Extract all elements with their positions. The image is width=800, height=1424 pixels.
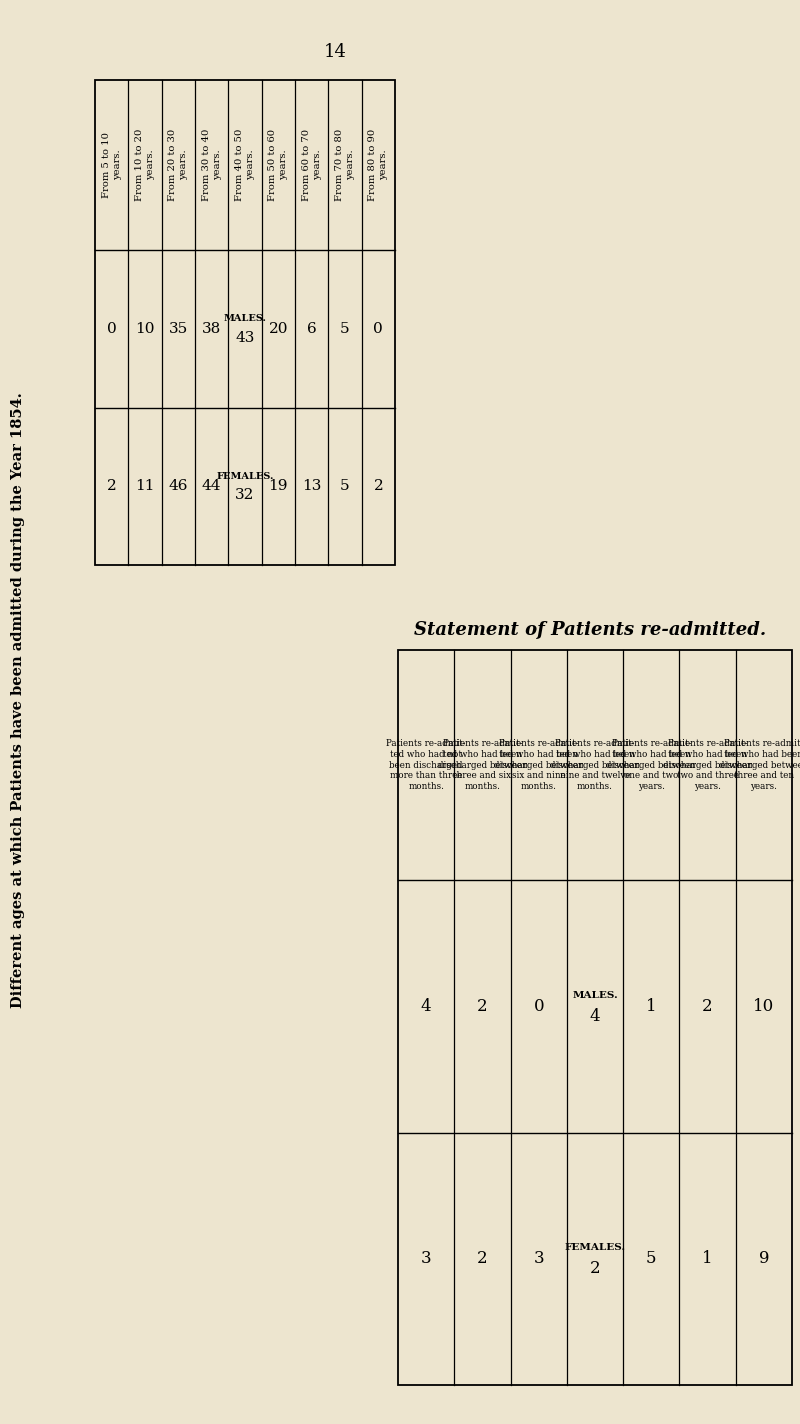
Text: 13: 13 (302, 480, 322, 493)
Text: 10: 10 (135, 322, 154, 336)
Text: 46: 46 (169, 480, 188, 493)
Text: Patients re-admit-
ted who had been
discharged between
three and six
months.: Patients re-admit- ted who had been disc… (438, 739, 527, 790)
Text: 5: 5 (340, 480, 350, 493)
Text: FEMALES.: FEMALES. (565, 1243, 626, 1252)
Text: 3: 3 (421, 1250, 431, 1267)
Text: 38: 38 (202, 322, 222, 336)
Text: Different ages at which Patients have been admitted during the Year 1854.: Different ages at which Patients have be… (11, 392, 25, 1008)
Text: 0: 0 (374, 322, 383, 336)
Text: 4: 4 (590, 1008, 600, 1025)
Text: 0: 0 (534, 998, 544, 1015)
Text: 32: 32 (235, 488, 254, 503)
Text: 2: 2 (477, 1250, 488, 1267)
Text: 0: 0 (106, 322, 117, 336)
Text: Patients re-admit-
ted who had not
been discharged
more than three
months.: Patients re-admit- ted who had not been … (386, 739, 466, 790)
Text: Patients re-admit-
ted who had been
discharged between
three and ten
years.: Patients re-admit- ted who had been disc… (719, 739, 800, 790)
Text: MALES.: MALES. (572, 991, 618, 1000)
Text: From 60 to 70
years.: From 60 to 70 years. (302, 130, 322, 201)
Text: FEMALES.: FEMALES. (216, 471, 274, 481)
Text: From 5 to 10
years.: From 5 to 10 years. (102, 132, 122, 198)
Bar (398, 649, 792, 1386)
Text: From 50 to 60
years.: From 50 to 60 years. (268, 130, 288, 201)
Text: 10: 10 (754, 998, 774, 1015)
Text: From 30 to 40
years.: From 30 to 40 years. (202, 128, 222, 201)
Text: MALES.: MALES. (223, 315, 266, 323)
Text: 3: 3 (534, 1250, 544, 1267)
Text: From 10 to 20
years.: From 10 to 20 years. (135, 128, 155, 201)
Text: 44: 44 (202, 480, 222, 493)
Text: From 40 to 50
years.: From 40 to 50 years. (235, 128, 255, 201)
Text: From 70 to 80
years.: From 70 to 80 years. (335, 130, 355, 201)
Text: 20: 20 (269, 322, 288, 336)
Text: Statement of Patients re-admitted.: Statement of Patients re-admitted. (414, 621, 766, 639)
Text: From 20 to 30
years.: From 20 to 30 years. (168, 130, 188, 201)
Text: 11: 11 (135, 480, 154, 493)
Text: 6: 6 (306, 322, 317, 336)
Text: 2: 2 (374, 480, 383, 493)
Text: 4: 4 (421, 998, 431, 1015)
Text: 19: 19 (269, 480, 288, 493)
Text: 9: 9 (758, 1250, 769, 1267)
Text: 43: 43 (235, 330, 254, 345)
Text: 1: 1 (646, 998, 657, 1015)
Text: 5: 5 (646, 1250, 657, 1267)
Text: 35: 35 (169, 322, 188, 336)
Text: 2: 2 (477, 998, 488, 1015)
Text: Patients re-admit-
ted who had been
discharged between
six and nine
months.: Patients re-admit- ted who had been disc… (494, 739, 583, 790)
Text: Patients re-admit-
ted who had been
discharged between
nine and twelve
months.: Patients re-admit- ted who had been disc… (550, 739, 640, 790)
Text: 2: 2 (702, 998, 713, 1015)
Text: 5: 5 (340, 322, 350, 336)
Text: 2: 2 (106, 480, 117, 493)
Bar (95, 80, 395, 565)
Text: Patients re-admit-
ted who had been
discharged between
two and three
years.: Patients re-admit- ted who had been disc… (662, 739, 752, 790)
Text: 14: 14 (323, 43, 346, 61)
Text: From 80 to 90
years.: From 80 to 90 years. (368, 130, 388, 201)
Text: Patients re-admit-
ted who had been
discharged between
one and two
years.: Patients re-admit- ted who had been disc… (606, 739, 696, 790)
Text: 2: 2 (590, 1260, 600, 1277)
Text: 1: 1 (702, 1250, 713, 1267)
